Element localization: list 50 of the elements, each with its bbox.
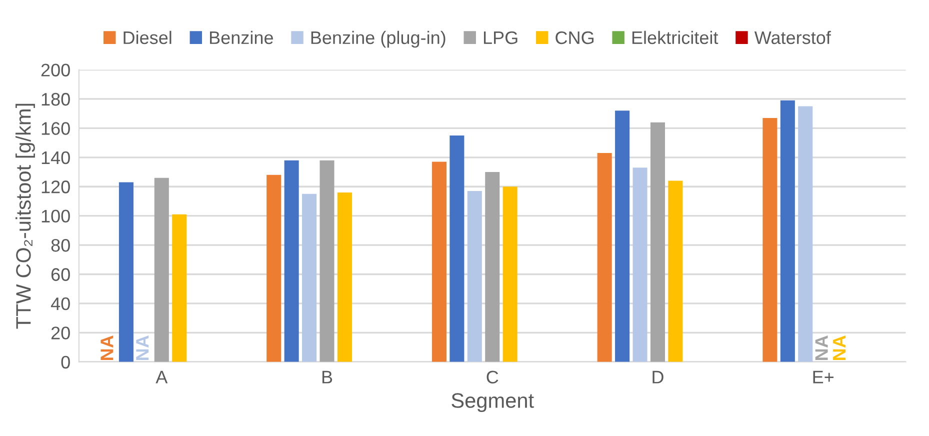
bar	[302, 194, 317, 362]
x-tick-label: D	[652, 370, 664, 384]
x-tick-label: A	[156, 370, 168, 384]
y-axis-title: TTW CO₂-uitstoot [g/km]	[16, 104, 35, 329]
bar	[502, 186, 518, 362]
bar	[615, 110, 630, 362]
y-tick-label: 60	[51, 268, 70, 281]
bar	[798, 106, 813, 362]
legend-label: Elektriciteit	[632, 30, 718, 44]
y-tick-label: 40	[50, 297, 70, 310]
x-axis-title: Segment	[452, 393, 534, 412]
legend-label: Benzine (plug-in)	[311, 30, 446, 48]
legend-label: Diesel	[124, 30, 172, 44]
x-tick-label: C	[486, 370, 498, 384]
bar	[266, 174, 282, 362]
legend-label: CNG	[556, 31, 594, 44]
bar	[450, 135, 464, 362]
y-tick-label: 200	[41, 64, 70, 76]
bar	[154, 178, 169, 362]
y-tick-label: 80	[51, 238, 70, 252]
y-tick-label: 160	[42, 122, 70, 135]
bar	[762, 118, 778, 362]
bar	[337, 192, 352, 362]
y-tick-label: 0	[61, 356, 70, 369]
text: NA	[136, 336, 149, 360]
x-tick-label: B	[322, 370, 332, 384]
bar	[432, 162, 446, 362]
y-tick-label: 140	[42, 151, 70, 164]
legend-label: Benzine	[210, 30, 273, 44]
text: NA	[833, 336, 846, 360]
bar	[118, 182, 134, 362]
y-tick-label: 180	[42, 92, 70, 106]
bar	[284, 160, 299, 362]
bar	[320, 160, 334, 362]
bar	[668, 180, 683, 362]
y-tick-label: 120	[42, 180, 70, 194]
y-tick-label: 100	[42, 210, 70, 223]
bar	[467, 190, 482, 362]
text: NA	[100, 336, 114, 360]
text: NA	[815, 336, 828, 360]
legend-label: LPG	[484, 31, 518, 44]
y-tick-label: 20	[51, 326, 70, 340]
bar	[780, 100, 795, 362]
bar	[632, 168, 648, 362]
bar	[172, 214, 187, 362]
x-tick-label: E+	[813, 370, 834, 384]
bar	[650, 122, 665, 362]
legend-label: Waterstof	[754, 30, 831, 44]
bar	[485, 172, 500, 362]
bar	[597, 153, 612, 362]
